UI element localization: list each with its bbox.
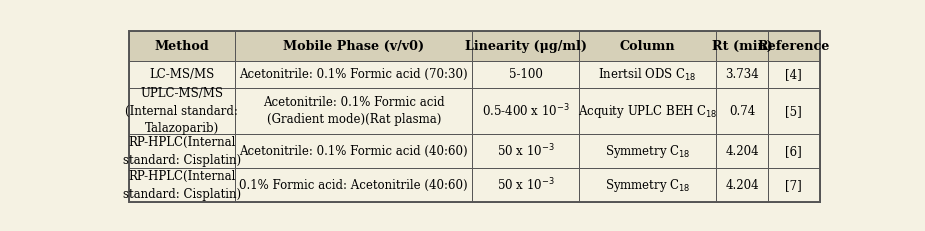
Text: Reference: Reference [758, 40, 830, 53]
Bar [579, 134, 717, 168]
Text: 50 x 10$^{-3}$: 50 x 10$^{-3}$ [497, 177, 554, 194]
Text: Rt (min): Rt (min) [712, 40, 772, 53]
Text: 0.74: 0.74 [729, 105, 756, 118]
Text: 5-100: 5-100 [509, 68, 543, 81]
Text: 4.204: 4.204 [725, 145, 759, 158]
Bar [768, 61, 820, 88]
Bar [129, 134, 235, 168]
Bar [579, 61, 717, 88]
Text: Symmetry C$_{18}$: Symmetry C$_{18}$ [605, 177, 690, 194]
Bar [235, 61, 473, 88]
Text: [4]: [4] [785, 68, 802, 81]
Bar [579, 31, 717, 61]
Text: 0.1% Formic acid: Acetonitrile (40:60): 0.1% Formic acid: Acetonitrile (40:60) [240, 179, 468, 192]
Bar [473, 61, 579, 88]
Bar [129, 168, 235, 202]
Bar [768, 31, 820, 61]
Bar [473, 168, 579, 202]
Bar [768, 134, 820, 168]
Bar [473, 88, 579, 134]
Bar [235, 88, 473, 134]
Bar [579, 168, 717, 202]
Text: Acetonitrile: 0.1% Formic acid
(Gradient mode)(Rat plasma): Acetonitrile: 0.1% Formic acid (Gradient… [263, 96, 445, 127]
Bar [235, 31, 473, 61]
Bar [717, 61, 768, 88]
Bar [473, 134, 579, 168]
Bar [768, 168, 820, 202]
Text: LC-MS/MS: LC-MS/MS [149, 68, 215, 81]
Text: Method: Method [154, 40, 209, 53]
Text: [7]: [7] [785, 179, 802, 192]
Bar [473, 31, 579, 61]
Text: Inertsil ODS C$_{18}$: Inertsil ODS C$_{18}$ [598, 67, 697, 83]
Text: RP-HPLC(Internal
standard: Cisplatin): RP-HPLC(Internal standard: Cisplatin) [123, 170, 240, 201]
Text: UPLC-MS/MS
(Internal standard:
Talazoparib): UPLC-MS/MS (Internal standard: Talazopar… [126, 87, 239, 135]
Text: Symmetry C$_{18}$: Symmetry C$_{18}$ [605, 143, 690, 160]
Text: Linearity (μg/ml): Linearity (μg/ml) [464, 40, 586, 53]
Bar [717, 134, 768, 168]
Bar [235, 168, 473, 202]
Text: 4.204: 4.204 [725, 179, 759, 192]
Text: [5]: [5] [785, 105, 802, 118]
Text: Acquity UPLC BEH C$_{18}$: Acquity UPLC BEH C$_{18}$ [578, 103, 718, 120]
Bar [579, 88, 717, 134]
Bar [129, 88, 235, 134]
Text: 3.734: 3.734 [725, 68, 759, 81]
Text: 0.5-400 x 10$^{-3}$: 0.5-400 x 10$^{-3}$ [482, 103, 570, 119]
Text: Mobile Phase (v/v0): Mobile Phase (v/v0) [283, 40, 425, 53]
Bar [717, 88, 768, 134]
Text: Column: Column [620, 40, 675, 53]
Text: Acetonitrile: 0.1% Formic acid (70:30): Acetonitrile: 0.1% Formic acid (70:30) [240, 68, 468, 81]
Text: [6]: [6] [785, 145, 802, 158]
Bar [129, 61, 235, 88]
Text: Acetonitrile: 0.1% Formic acid (40:60): Acetonitrile: 0.1% Formic acid (40:60) [240, 145, 468, 158]
Bar [235, 134, 473, 168]
Text: 50 x 10$^{-3}$: 50 x 10$^{-3}$ [497, 143, 554, 160]
Text: RP-HPLC(Internal
standard: Cisplatin): RP-HPLC(Internal standard: Cisplatin) [123, 136, 240, 167]
Bar [768, 88, 820, 134]
Bar [717, 31, 768, 61]
Bar [717, 168, 768, 202]
Bar [129, 31, 235, 61]
